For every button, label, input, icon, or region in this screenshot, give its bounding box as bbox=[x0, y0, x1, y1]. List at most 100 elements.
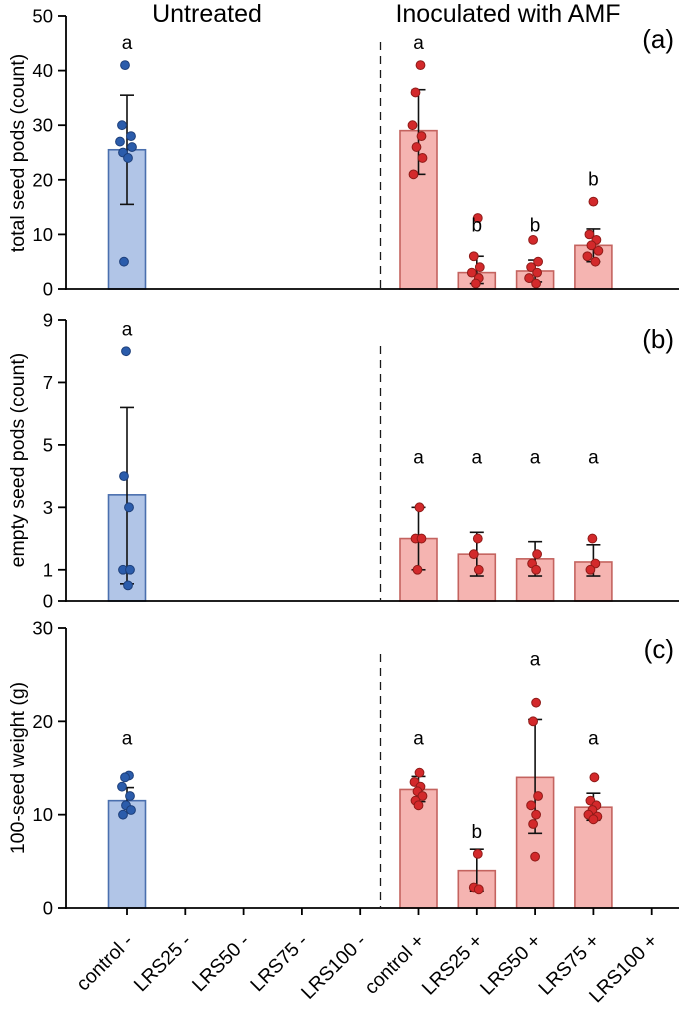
data-point bbox=[473, 564, 484, 575]
data-point bbox=[410, 87, 421, 98]
data-point bbox=[123, 153, 133, 163]
y-tick-label: 10 bbox=[32, 224, 53, 245]
data-point bbox=[127, 142, 137, 152]
data-point bbox=[472, 848, 483, 859]
data-point bbox=[531, 697, 541, 708]
data-point bbox=[587, 533, 598, 544]
significance-letter: a bbox=[472, 448, 483, 469]
data-point bbox=[588, 196, 599, 207]
data-point bbox=[411, 142, 422, 152]
data-point bbox=[468, 251, 479, 262]
data-point bbox=[593, 245, 604, 256]
bar bbox=[574, 806, 613, 909]
y-axis-label-b: empty seed pods (count) bbox=[7, 353, 29, 568]
data-point bbox=[119, 471, 129, 482]
significance-letter: a bbox=[530, 649, 541, 670]
data-point bbox=[472, 533, 483, 544]
data-point bbox=[586, 240, 597, 251]
x-category-label: LRS50 - bbox=[188, 930, 254, 996]
data-point bbox=[524, 273, 534, 283]
significance-letter: a bbox=[413, 33, 424, 54]
data-point bbox=[118, 809, 128, 820]
x-axis-labels: control -LRS25 -LRS50 -LRS75 -LRS100 -co… bbox=[72, 908, 662, 1007]
significance-letter: b bbox=[588, 169, 599, 190]
y-tick-label: 50 bbox=[32, 6, 53, 27]
data-point bbox=[526, 262, 536, 273]
data-point bbox=[590, 256, 601, 267]
y-tick-label: 30 bbox=[32, 618, 53, 639]
data-point bbox=[123, 580, 133, 591]
significance-letter: a bbox=[588, 729, 599, 750]
y-tick-label: 40 bbox=[32, 60, 53, 81]
x-category-label: LRS50 + bbox=[476, 930, 546, 1000]
y-tick-label: 20 bbox=[32, 169, 53, 190]
data-point bbox=[417, 153, 428, 163]
data-point bbox=[414, 767, 425, 778]
data-point bbox=[126, 131, 136, 142]
x-category-label: LRS100 - bbox=[297, 930, 371, 1004]
data-point bbox=[526, 800, 536, 811]
data-point bbox=[584, 229, 595, 240]
data-point bbox=[125, 564, 135, 575]
y-axis-label-a: total seed pods (count) bbox=[7, 54, 29, 252]
data-point bbox=[470, 278, 481, 289]
data-point bbox=[590, 558, 601, 569]
significance-letter: a bbox=[122, 320, 133, 341]
significance-letter: a bbox=[122, 729, 133, 750]
y-tick-label: 3 bbox=[43, 497, 53, 518]
x-category-label: control + bbox=[360, 930, 429, 999]
panel-label-b: (b) bbox=[642, 324, 674, 354]
significance-letter: a bbox=[588, 448, 599, 469]
data-point bbox=[126, 805, 136, 815]
data-point bbox=[120, 772, 130, 783]
data-point bbox=[582, 251, 593, 262]
x-category-label: control - bbox=[72, 930, 137, 995]
x-category-label: LRS25 + bbox=[418, 930, 488, 1000]
data-point bbox=[474, 262, 485, 273]
bar bbox=[107, 799, 147, 909]
data-point bbox=[117, 120, 127, 131]
data-point bbox=[585, 564, 596, 575]
significance-letter: a bbox=[530, 448, 541, 469]
data-point bbox=[472, 213, 483, 223]
data-point bbox=[115, 136, 125, 147]
data-point bbox=[120, 60, 130, 71]
data-point bbox=[588, 814, 599, 825]
data-point bbox=[530, 851, 540, 862]
data-point bbox=[589, 772, 600, 783]
data-point bbox=[528, 819, 538, 829]
data-point bbox=[531, 564, 541, 575]
y-tick-label: 7 bbox=[43, 372, 53, 393]
significance-letter: b bbox=[472, 216, 483, 237]
panel-3: a a b a a 0 10 20 30 bbox=[32, 618, 679, 919]
data-point bbox=[412, 564, 423, 575]
y-tick-label: 1 bbox=[43, 559, 53, 580]
y-tick-label: 9 bbox=[43, 310, 53, 331]
significance-letter: a bbox=[413, 729, 424, 750]
y-tick-label: 0 bbox=[43, 898, 53, 919]
data-point bbox=[407, 120, 418, 131]
data-point bbox=[414, 502, 425, 513]
data-point bbox=[413, 800, 424, 811]
panel-label-a: (a) bbox=[642, 24, 674, 54]
data-point bbox=[528, 234, 538, 245]
y-axis-label-c: 100-seed weight (g) bbox=[7, 682, 29, 854]
panel-label-c: (c) bbox=[644, 634, 674, 664]
significance-letter: a bbox=[122, 33, 133, 54]
data-point bbox=[473, 884, 484, 895]
data-point bbox=[533, 791, 543, 801]
significance-letter: a bbox=[413, 448, 424, 469]
data-point bbox=[124, 502, 134, 513]
panel-2: a a a a a 0 1 3 5 7 9 bbox=[43, 310, 679, 612]
data-point bbox=[415, 60, 426, 71]
data-point bbox=[119, 256, 129, 267]
panel-1: a a b b b 0 10 20 30 40 50 bbox=[32, 6, 679, 300]
y-tick-label: 0 bbox=[43, 591, 53, 612]
group-header-inoculated: Inoculated with AMF bbox=[395, 0, 620, 28]
data-point bbox=[532, 549, 542, 560]
y-tick-label: 10 bbox=[32, 804, 53, 825]
y-tick-label: 20 bbox=[32, 711, 53, 732]
significance-letter: b bbox=[530, 216, 541, 237]
data-point bbox=[533, 256, 543, 267]
